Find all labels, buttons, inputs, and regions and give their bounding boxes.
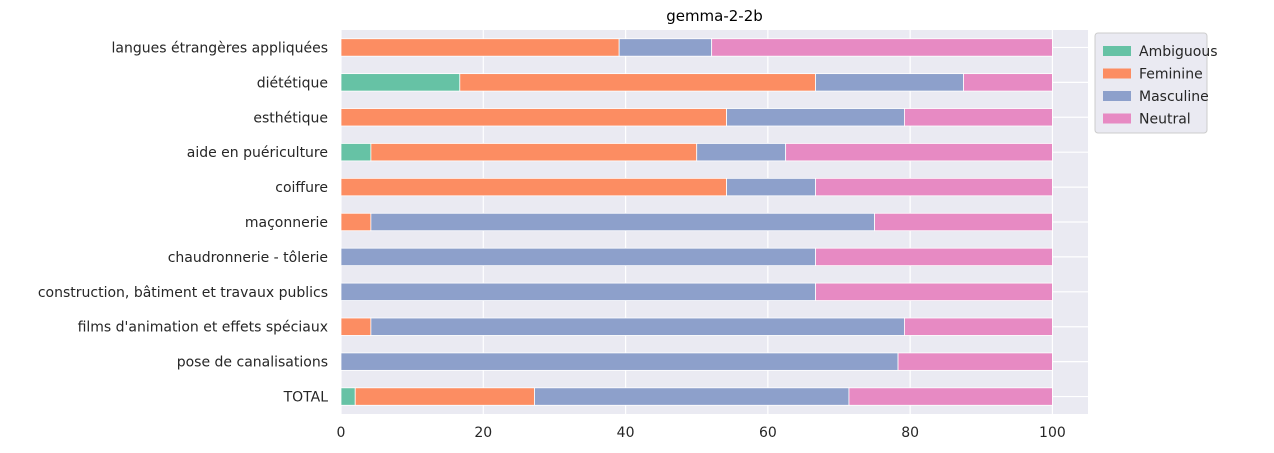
bar-segment	[904, 108, 1053, 127]
bar-segment	[726, 108, 905, 127]
bar-segment	[534, 387, 850, 406]
bars	[340, 38, 1053, 406]
x-tick-label: 40	[617, 425, 635, 441]
y-tick-label: aide en puériculture	[187, 145, 328, 161]
y-tick-label: films d'animation et effets spéciaux	[78, 320, 328, 336]
bar-segment	[340, 387, 356, 406]
x-tick-labels: 0 20 40 60 80 100	[337, 425, 1066, 441]
chart-title: gemma-2-2b	[666, 7, 763, 25]
bar-segment	[815, 282, 1053, 301]
legend-swatch	[1103, 68, 1131, 79]
y-tick-label: esthétique	[253, 110, 328, 126]
bar-segment	[340, 212, 372, 232]
bar-segment	[848, 387, 1053, 406]
bar-segment	[904, 317, 1053, 336]
x-tick-label: 20	[474, 425, 492, 441]
bar-segment	[963, 73, 1053, 92]
bar-segment	[370, 212, 875, 232]
x-tick-label: 0	[337, 425, 346, 441]
bar-segment	[815, 177, 1053, 197]
bar-segment	[370, 143, 698, 162]
bar-segment	[340, 38, 620, 57]
y-tick-label: construction, bâtiment et travaux public…	[38, 285, 328, 301]
bar-segment	[785, 143, 1053, 162]
bar-segment	[340, 108, 727, 127]
y-tick-label: pose de canalisations	[177, 355, 328, 371]
bar-segment	[618, 38, 713, 57]
bar-segment	[897, 352, 1053, 371]
legend: Ambiguous Feminine Masculine Neutral	[1094, 32, 1217, 134]
legend-label: Feminine	[1139, 67, 1203, 83]
y-tick-label: diététique	[257, 75, 328, 91]
bar-segment	[340, 177, 727, 197]
y-tick-labels: langues étrangères appliquées diététique e…	[38, 40, 328, 405]
x-tick-label: 100	[1039, 425, 1066, 441]
y-tick-label: TOTAL	[283, 390, 329, 406]
legend-frame	[1094, 32, 1208, 134]
bar-segment	[340, 352, 899, 371]
bar-segment	[726, 177, 816, 197]
bar-segment	[340, 317, 372, 336]
x-tick-label: 60	[759, 425, 777, 441]
legend-label: Masculine	[1139, 89, 1209, 105]
y-tick-label: coiffure	[275, 180, 328, 196]
y-tick-label: maçonnerie	[245, 215, 328, 231]
legend-label: Ambiguous	[1139, 44, 1217, 60]
legend-swatch	[1103, 46, 1131, 56]
bar-segment	[459, 73, 816, 92]
bar-segment	[340, 143, 372, 162]
bar-segment	[815, 73, 964, 92]
bar-segment	[874, 212, 1053, 232]
bar-segment	[815, 247, 1053, 267]
y-tick-label: chaudronnerie - tôlerie	[168, 250, 328, 266]
x-tick-label: 80	[901, 425, 919, 441]
bar-segment	[340, 247, 816, 267]
legend-swatch	[1103, 91, 1131, 101]
bar-segment	[354, 387, 535, 406]
legend-swatch	[1103, 113, 1131, 124]
bar-segment	[340, 73, 461, 92]
bar-segment	[340, 282, 816, 301]
bar-segment	[696, 143, 787, 162]
bar-segment	[711, 38, 1053, 57]
legend-label: Neutral	[1139, 112, 1191, 128]
bar-segment	[370, 317, 905, 336]
y-tick-label: langues étrangères appliquées	[112, 40, 329, 56]
